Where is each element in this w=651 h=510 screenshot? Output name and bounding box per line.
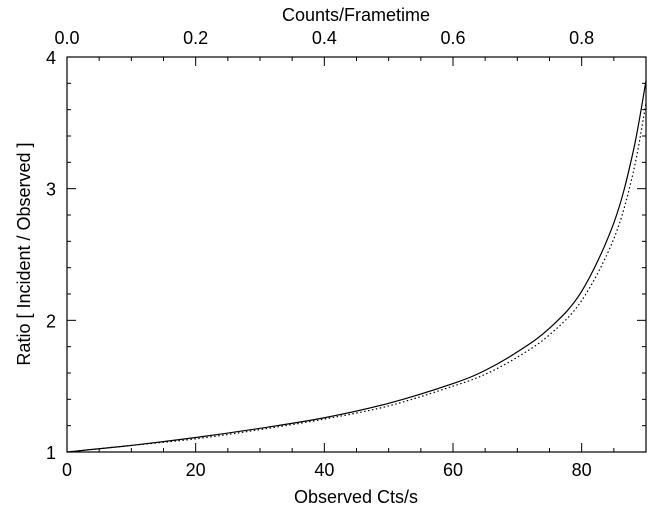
x-tick-label: 60 [443,460,463,480]
x2-tick-label: 0.2 [183,28,208,48]
y-tick-label: 3 [46,180,56,200]
x2-axis-title: Counts/Frametime [282,5,430,25]
x-tick-label: 40 [314,460,334,480]
x2-tick-label: 0.6 [440,28,465,48]
y-tick-label: 1 [46,443,56,463]
y-axis-title: Ratio [ Incident / Observed ] [14,142,34,365]
series-line-dotted [66,102,647,453]
series-layer [66,80,647,453]
x2-tick-label: 0.4 [312,28,337,48]
x-tick-label: 0 [62,460,72,480]
x-tick-label: 20 [186,460,206,480]
x2-tick-label: 0.0 [54,28,79,48]
x-axis-title: Observed Cts/s [294,487,418,507]
tick-layer: 0 20 40 60 80 0.0 0.2 0.4 0.6 0.8 1 2 3 4 [46,28,647,480]
x2-tick-label: 0.8 [569,28,594,48]
x-tick-label: 80 [572,460,592,480]
series-line-solid [66,80,647,453]
plot-frame [66,56,647,453]
y-tick-label: 4 [46,48,56,68]
y-tick-label: 2 [46,311,56,331]
